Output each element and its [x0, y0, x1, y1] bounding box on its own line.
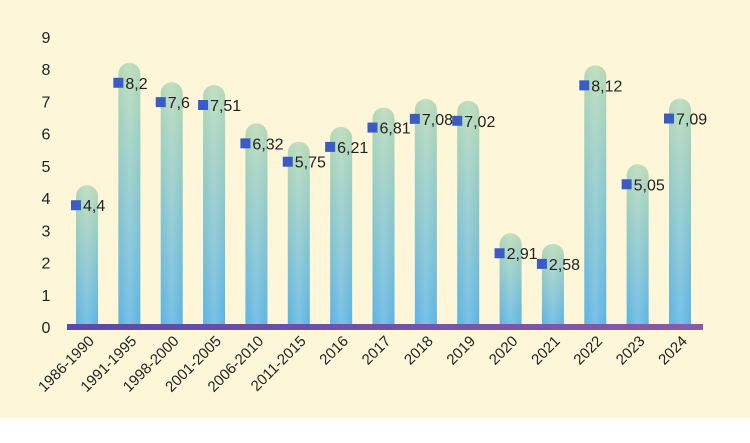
- data-marker: [113, 77, 124, 88]
- data-marker: [155, 97, 166, 108]
- bar-highlight: [245, 123, 268, 327]
- x-axis-line: [67, 324, 703, 330]
- data-label: 7,51: [210, 98, 241, 115]
- data-marker: [325, 141, 336, 152]
- y-tick-label: 8: [42, 62, 51, 79]
- data-marker: [621, 179, 632, 190]
- y-tick-label: 4: [42, 191, 51, 208]
- data-marker: [367, 122, 378, 133]
- bar-highlight: [76, 185, 98, 327]
- bar-highlight: [203, 85, 226, 327]
- data-label: 2,58: [549, 257, 580, 274]
- bar-highlight: [626, 164, 649, 327]
- data-marker: [240, 138, 251, 149]
- bar-highlight: [330, 126, 353, 328]
- data-marker: [579, 80, 590, 91]
- data-marker: [409, 113, 420, 124]
- y-tick-label: 1: [42, 288, 51, 305]
- data-marker: [282, 156, 293, 167]
- data-label: 6,32: [252, 136, 283, 153]
- y-tick-label: 7: [42, 94, 51, 111]
- bar-highlight: [584, 65, 607, 327]
- y-tick-label: 5: [42, 159, 51, 176]
- data-label: 4,4: [83, 198, 105, 215]
- data-marker: [664, 113, 674, 124]
- bar-highlight: [499, 233, 522, 327]
- data-marker: [71, 200, 81, 211]
- bar-highlight: [414, 98, 437, 327]
- bar-highlight: [669, 98, 691, 328]
- data-label: 5,05: [634, 177, 665, 194]
- data-label: 6,21: [337, 140, 368, 157]
- data-marker: [536, 258, 547, 269]
- y-tick-label: 2: [42, 256, 51, 273]
- data-label: 5,75: [295, 155, 326, 172]
- bar-highlight: [118, 62, 141, 328]
- data-label: 7,08: [422, 112, 453, 129]
- bar-highlight: [457, 100, 480, 327]
- data-label: 8,12: [591, 78, 622, 95]
- data-label: 2,91: [507, 246, 538, 263]
- data-label: 7,09: [676, 112, 707, 129]
- data-label: 7,6: [168, 95, 190, 112]
- bar-highlight: [541, 243, 564, 327]
- data-label: 7,02: [464, 114, 495, 131]
- data-label: 8,2: [125, 76, 147, 93]
- data-label: 6,81: [380, 121, 411, 138]
- y-tick-label: 3: [42, 223, 51, 240]
- y-tick-label: 9: [42, 30, 51, 47]
- data-marker: [452, 115, 463, 126]
- data-marker: [494, 248, 505, 259]
- bar-highlight: [372, 107, 395, 327]
- data-marker: [198, 100, 209, 111]
- bar-highlight: [160, 82, 183, 328]
- y-tick-label: 6: [42, 127, 51, 144]
- y-tick-label: 0: [42, 320, 51, 337]
- bar-highlight: [287, 141, 310, 327]
